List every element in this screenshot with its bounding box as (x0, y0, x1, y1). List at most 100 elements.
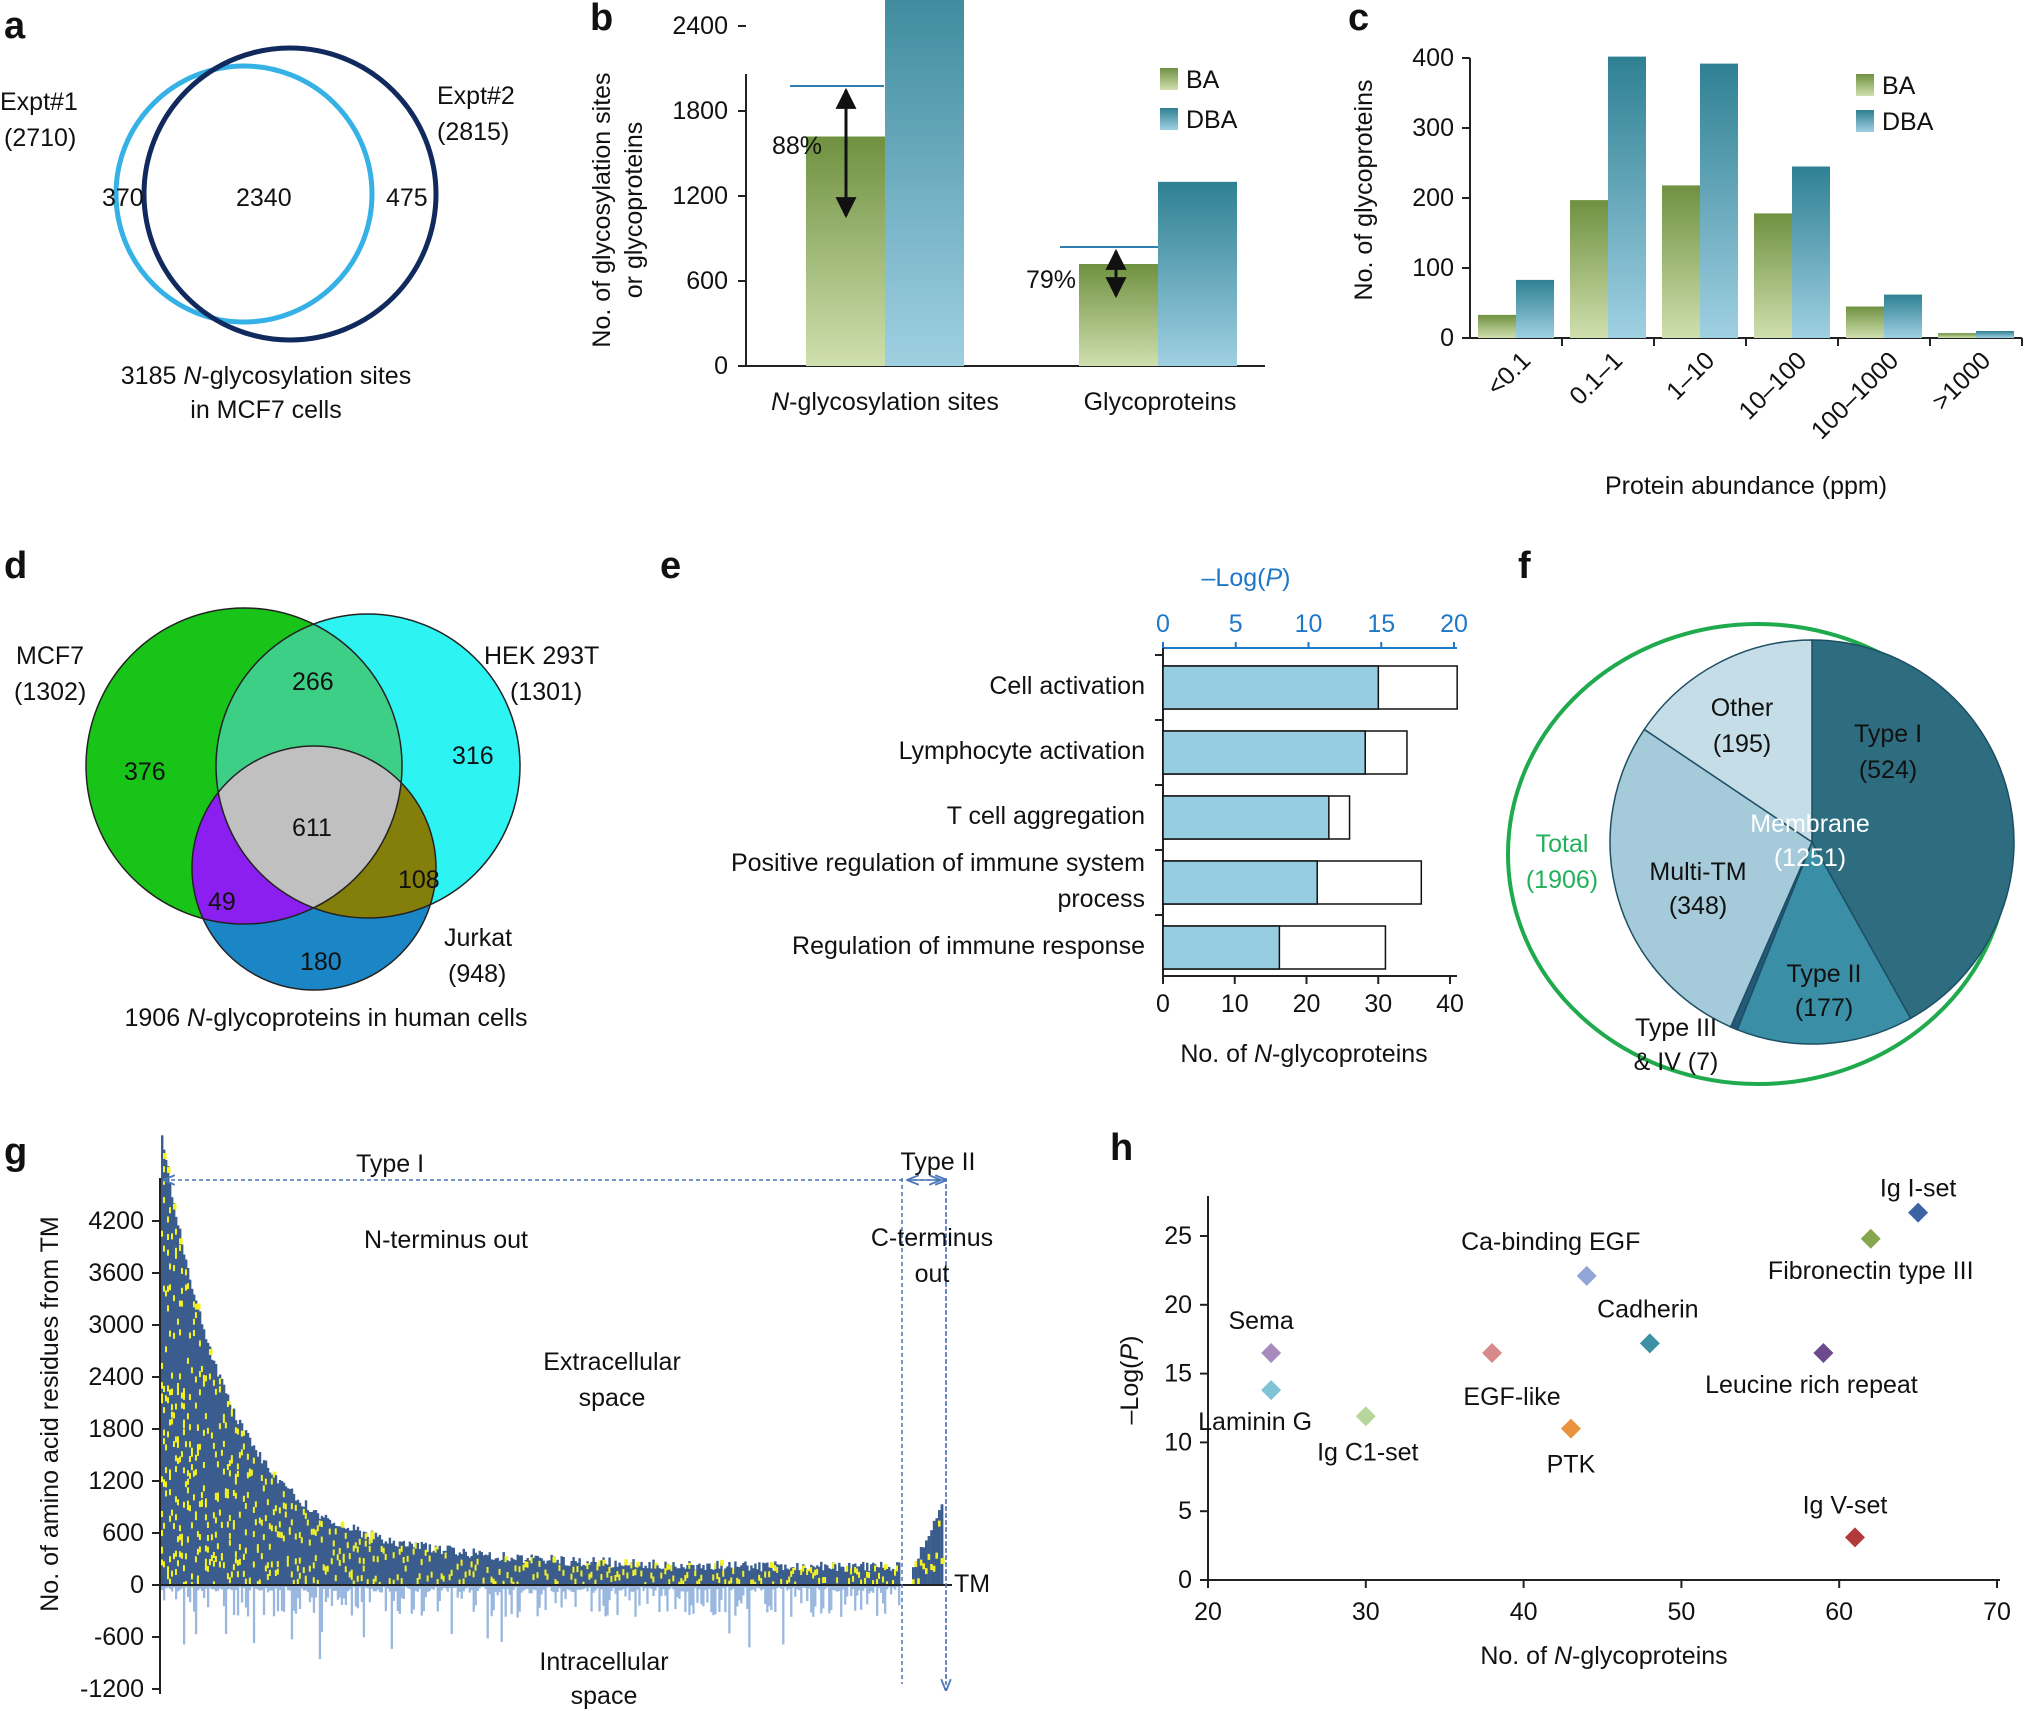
g-ytick-label: 3600 (88, 1259, 144, 1287)
g-intracellular-bar (732, 1585, 735, 1589)
g-intracellular-bar (304, 1585, 308, 1591)
g-extracellular-bar (648, 1562, 651, 1585)
g-site-mark (190, 1573, 195, 1580)
g-intracellular-bar (898, 1585, 901, 1606)
g-intracellular-bar (856, 1585, 859, 1596)
g-extracellular-bar (234, 1420, 238, 1585)
g-site-mark (226, 1573, 231, 1580)
e-xlabel: No. of N-glycoproteins (1180, 1040, 1427, 1068)
g-intracellular-bar (770, 1585, 773, 1610)
g-extracellular-bar (354, 1530, 358, 1585)
g-site-mark (728, 1580, 732, 1587)
g-extracellular-bar (848, 1562, 851, 1585)
g-site-mark (214, 1388, 219, 1395)
g-intracellular-bar (624, 1585, 627, 1597)
g-site-mark (174, 1247, 179, 1254)
g-extracellular-bar (656, 1565, 659, 1585)
g-site-mark (174, 1569, 179, 1575)
g-site-mark (212, 1512, 217, 1519)
g-site-mark (208, 1349, 213, 1355)
g-extracellular-bar (816, 1565, 819, 1585)
g-site-mark (170, 1418, 175, 1425)
g-site-mark (590, 1571, 595, 1578)
b-ytick-label: 1800 (672, 97, 728, 125)
h-point-label-ca-binding-egf: Ca-binding EGF (1461, 1228, 1640, 1256)
g-y-ticks: -1200 -600 0 600 1200 1800 2400 3000 3600 4200 (80, 1207, 160, 1703)
g-site-mark (204, 1501, 209, 1508)
g-site-mark (206, 1522, 211, 1528)
b-ytick-label: 2400 (672, 12, 728, 40)
g-site-mark (242, 1570, 247, 1577)
g-extracellular-bar (161, 1135, 164, 1585)
g-extracellular-bar (746, 1565, 749, 1585)
g-site-mark (850, 1568, 854, 1575)
g-extracellular-bar (178, 1228, 182, 1585)
g-extracellular-bar (210, 1359, 214, 1585)
g-intracellular-bar (884, 1585, 887, 1614)
g-extracellular-bar (808, 1571, 811, 1585)
g-intracellular-bar (836, 1585, 839, 1592)
g-extracellular-bar (392, 1540, 396, 1585)
g-intracellular-bar (290, 1585, 294, 1640)
g-intracellular-bar (672, 1585, 675, 1590)
h-point-label-fibronectin-type-iii: Fibronectin type III (1768, 1257, 1974, 1285)
g-intracellular-bar (484, 1585, 487, 1590)
g-site-mark (492, 1578, 497, 1585)
g-extracellular-bar (248, 1437, 252, 1585)
g-extracellular-bar (380, 1539, 384, 1585)
g-intracellular-bar (456, 1585, 459, 1598)
g-extracellular-bar (228, 1404, 232, 1585)
g-site-mark (176, 1457, 181, 1464)
g-extracellular-bar (722, 1570, 725, 1585)
g-intracellular-bar (722, 1585, 725, 1588)
g-intracellular-bar (192, 1585, 196, 1612)
g-intracellular-bar (190, 1585, 194, 1588)
g-intracellular-bar (178, 1585, 182, 1590)
g-extracellular-bar (888, 1566, 891, 1585)
g-intracellular-bar (554, 1585, 557, 1604)
g-type2-site (917, 1578, 922, 1585)
g-intracellular-bar (360, 1585, 364, 1602)
c-bar-ba-2 (1662, 185, 1700, 338)
g-site-mark (780, 1578, 784, 1585)
venn-d-hek-only: 316 (452, 742, 494, 770)
g-extracellular-bar (326, 1518, 330, 1585)
g-extracellular-bar (554, 1562, 557, 1585)
g-intracellular-bar (276, 1585, 280, 1612)
g-intracellular-bar (570, 1585, 573, 1592)
g-intracellular-bar (526, 1585, 529, 1589)
g-intracellular-bar (268, 1585, 272, 1591)
g-site-mark (168, 1489, 173, 1496)
g-intracellular-bar (822, 1585, 825, 1609)
g-site-mark (242, 1443, 247, 1450)
g-intracellular-bar (340, 1585, 344, 1606)
g-intracellular-bar (886, 1585, 889, 1590)
f-type2-value: (177) (1795, 994, 1853, 1022)
g-site-mark (546, 1573, 551, 1580)
f-pie (1609, 639, 2015, 1045)
g-site-mark (244, 1503, 249, 1509)
b-ytick-label: 600 (686, 267, 728, 295)
c-xcat-label: 10–100 (1733, 346, 1812, 425)
g-site-mark (242, 1553, 247, 1560)
g-site-mark (172, 1265, 177, 1272)
g-site-mark (244, 1529, 249, 1536)
g-extracellular-bar (672, 1562, 675, 1585)
g-extracellular-bar (652, 1559, 655, 1585)
g-site-mark (832, 1562, 836, 1569)
g-type2-site (912, 1579, 916, 1586)
g-type2-bar (935, 1518, 939, 1585)
g-extracellular-bar (164, 1159, 168, 1585)
g-intracellular-bar (586, 1585, 589, 1592)
g-extracellular-bar (520, 1555, 523, 1585)
b-ytick-label: 1200 (672, 182, 728, 210)
g-site-mark (360, 1575, 365, 1582)
g-extracellular-bar (292, 1494, 296, 1585)
g-extracellular-bar (602, 1557, 605, 1585)
g-site-mark (308, 1539, 313, 1546)
g-site-mark (166, 1285, 171, 1292)
g-site-mark (228, 1460, 233, 1467)
g-extracellular-bar (352, 1524, 356, 1585)
g-site-mark (184, 1553, 189, 1560)
